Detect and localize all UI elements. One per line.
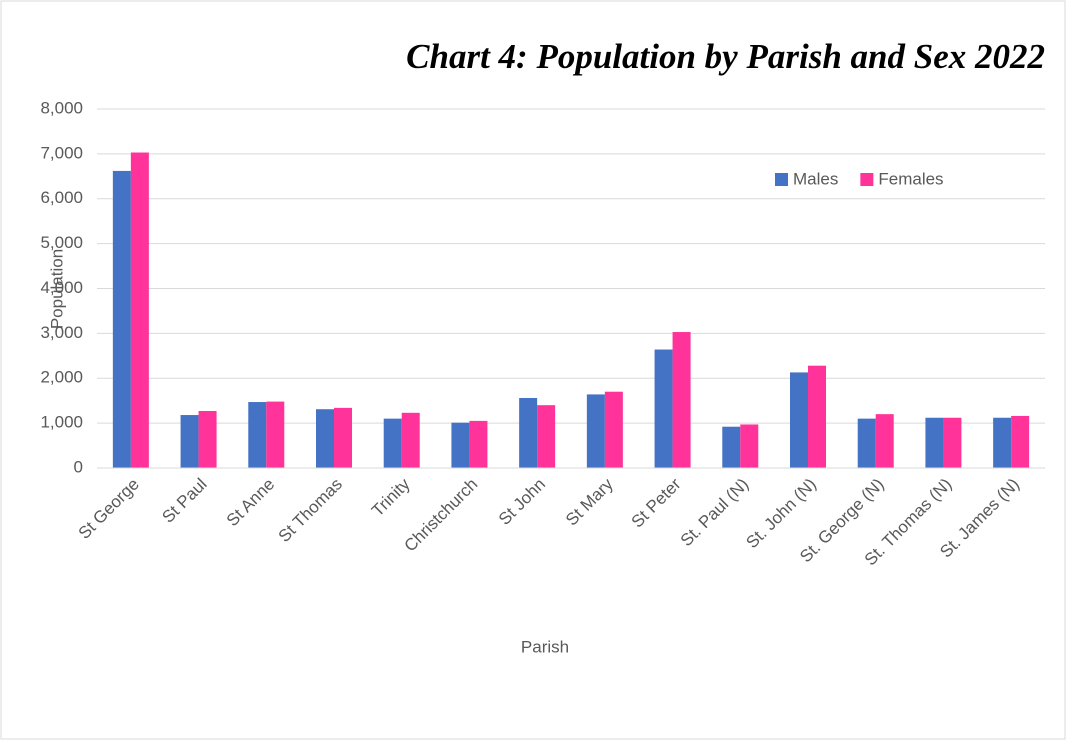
legend-swatch xyxy=(775,173,788,186)
bar xyxy=(790,372,808,468)
bar xyxy=(519,397,538,468)
bar xyxy=(180,415,199,468)
chart-title: Chart 4: Population by Parish and Sex 20… xyxy=(406,37,1045,76)
y-tick-label: 1,000 xyxy=(40,413,83,432)
y-tick-label: 8,000 xyxy=(40,98,83,117)
bar xyxy=(334,407,352,468)
x-axis-label: Parish xyxy=(521,637,569,656)
y-tick-label: 4,000 xyxy=(40,278,83,297)
bar xyxy=(586,394,605,468)
bar xyxy=(1011,415,1030,468)
bar xyxy=(604,391,623,468)
y-tick-label: 0 xyxy=(74,457,83,476)
bar xyxy=(383,418,402,468)
bar xyxy=(198,411,217,468)
bar xyxy=(925,417,944,468)
legend-label: Males xyxy=(793,169,838,188)
bar xyxy=(401,412,420,468)
bar xyxy=(654,349,673,468)
bar xyxy=(943,417,962,468)
bar xyxy=(316,409,334,468)
y-axis-label: Population xyxy=(47,249,66,329)
bar xyxy=(722,426,741,468)
bar xyxy=(740,424,759,468)
legend-swatch xyxy=(860,173,874,186)
y-tick-label: 6,000 xyxy=(40,188,83,207)
bar xyxy=(469,420,488,468)
bar xyxy=(993,417,1012,468)
bar xyxy=(857,418,876,468)
bar xyxy=(672,332,691,468)
bar xyxy=(875,414,894,468)
bar xyxy=(808,365,826,468)
bar xyxy=(112,170,131,469)
bar xyxy=(451,422,470,468)
bar xyxy=(248,402,267,468)
bar xyxy=(537,405,556,468)
y-tick-label: 3,000 xyxy=(40,323,83,342)
y-tick-label: 2,000 xyxy=(40,368,83,387)
y-tick-label: 7,000 xyxy=(40,143,83,162)
legend-label: Females xyxy=(878,169,943,188)
bar xyxy=(130,152,149,468)
y-tick-label: 5,000 xyxy=(40,233,83,252)
bar xyxy=(266,401,285,468)
